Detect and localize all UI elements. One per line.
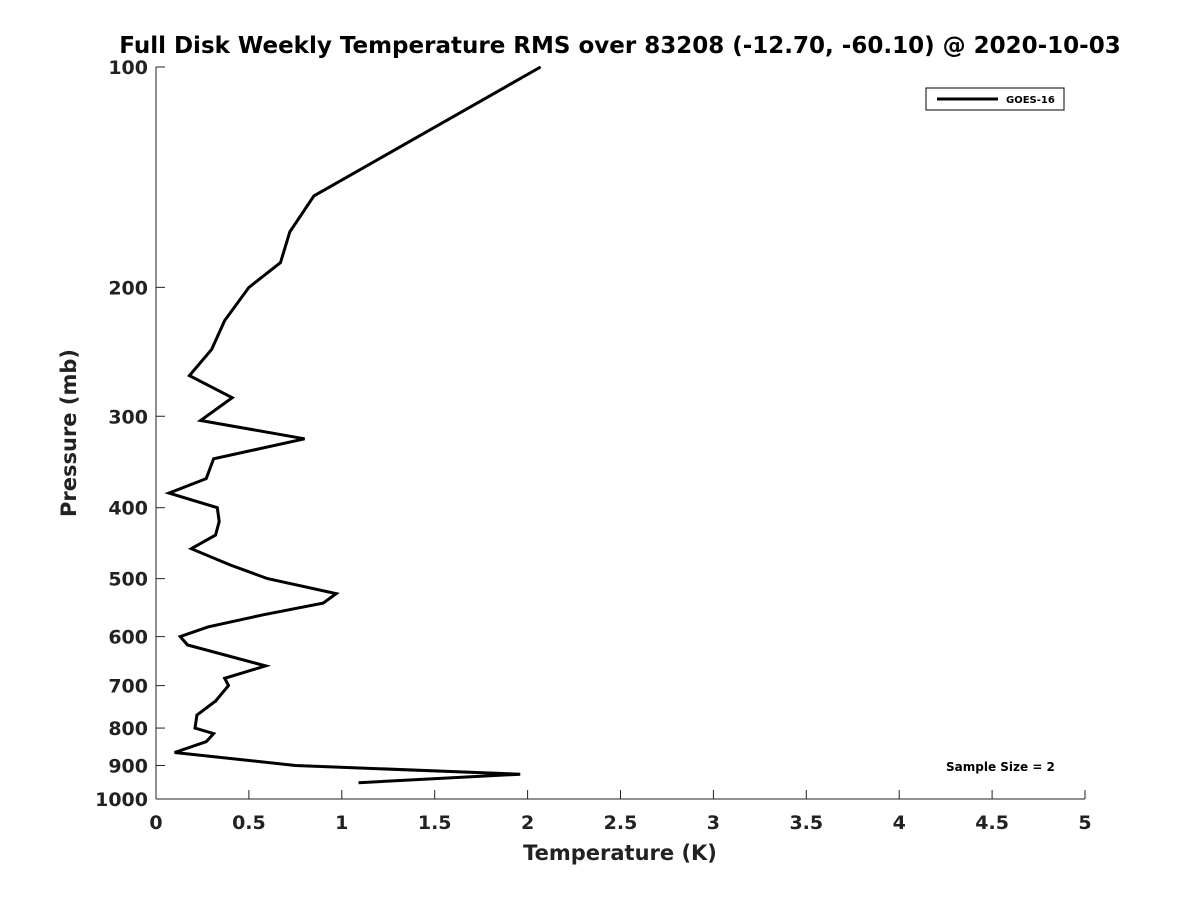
x-tick-label: 3.5: [789, 812, 823, 834]
y-tick-label: 500: [108, 569, 148, 591]
y-tick-label: 700: [108, 676, 148, 698]
legend-label-goes-16: GOES-16: [1006, 95, 1055, 106]
y-tick-label: 900: [108, 756, 148, 778]
y-axis-label: Pressure (mb): [57, 349, 81, 517]
x-tick-label: 1: [335, 812, 348, 834]
chart-title: Full Disk Weekly Temperature RMS over 83…: [119, 33, 1121, 59]
x-ticks: 0 0.5 1 1.5 2 2.5 3 3.5 4 4.5 5: [149, 790, 1092, 834]
series-group: [164, 65, 542, 785]
x-axis-label: Temperature (K): [523, 841, 717, 865]
sample-size-annotation: Sample Size = 2: [946, 760, 1055, 774]
y-tick-label: 800: [108, 718, 148, 740]
legend: GOES-16: [925, 87, 1065, 111]
y-tick-label: 400: [108, 498, 148, 520]
y-tick-label: 200: [108, 277, 148, 299]
series-line-goes-16: [164, 65, 542, 785]
x-tick-label: 2.5: [604, 812, 638, 834]
y-tick-label: 1000: [95, 789, 148, 811]
axes: [155, 67, 1085, 800]
x-tick-label: 0: [149, 812, 162, 834]
x-tick-label: 4.5: [975, 812, 1009, 834]
y-tick-label: 100: [108, 57, 148, 79]
x-tick-label: 4: [893, 812, 906, 834]
y-tick-label: 600: [108, 627, 148, 649]
y-ticks: 100 200 300 400 500 600 700 800 900 1000: [95, 57, 165, 811]
y-tick-label: 300: [108, 406, 148, 428]
x-tick-label: 0.5: [232, 812, 266, 834]
x-tick-label: 5: [1078, 812, 1091, 834]
x-tick-label: 1.5: [418, 812, 452, 834]
x-tick-label: 2: [521, 812, 534, 834]
x-tick-label: 3: [707, 812, 720, 834]
